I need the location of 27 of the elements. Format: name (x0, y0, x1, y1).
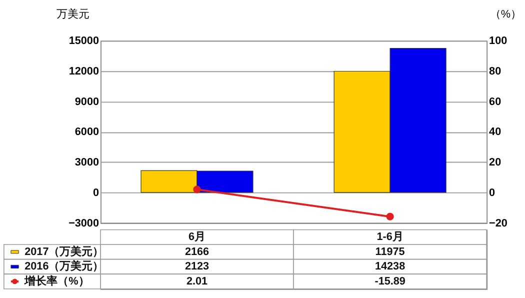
data-label: 14238 (374, 260, 406, 273)
y-tick-label: 3000 (74, 156, 99, 169)
data-label: 2.01 (186, 275, 208, 288)
y-tick-label: 0 (92, 186, 99, 199)
y2-tick-label: 80 (489, 65, 502, 78)
y2-tick-label: 0 (489, 186, 496, 199)
legend-label: 增长率（%） (24, 274, 90, 288)
y-tick-label: −3000 (68, 217, 99, 230)
y2-tick-label: −20 (489, 217, 508, 230)
data-label: 2123 (184, 260, 210, 273)
y-tick-label: 6000 (74, 126, 99, 138)
y2-tick-label: 100 (489, 35, 508, 48)
data-label: -15.89 (374, 275, 406, 288)
y-axis-title: 万美元 (56, 7, 90, 20)
x-tick-label: 6月 (188, 231, 206, 244)
y2-tick-label: 20 (489, 156, 502, 169)
legend-label: 2017（万美元） (24, 244, 104, 258)
x-tick-label: 1-6月 (376, 231, 404, 244)
y-tick-label: 9000 (74, 96, 99, 108)
data-label: 2166 (184, 246, 210, 258)
data-label: 11975 (375, 246, 405, 258)
y2-tick-label: 40 (489, 126, 502, 138)
y-tick-label: 12000 (68, 65, 99, 78)
y2-tick-label: 60 (489, 96, 502, 108)
y2-axis-title: （%） (490, 8, 522, 20)
y-tick-label: 15000 (68, 35, 99, 48)
legend-label: 2016（万美元） (24, 260, 104, 273)
